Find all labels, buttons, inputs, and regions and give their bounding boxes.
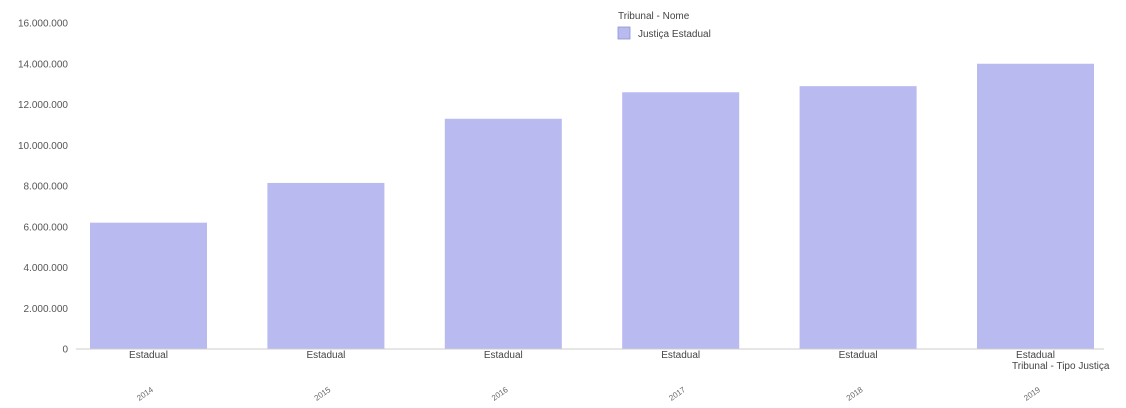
- x-year-label: 2014: [135, 385, 155, 403]
- x-category-label: Estadual: [661, 350, 700, 361]
- y-tick-label: 8.000.000: [24, 182, 69, 193]
- bar[interactable]: [622, 92, 740, 350]
- y-tick-label: 2.000.000: [24, 304, 69, 315]
- y-tick-label: 6.000.000: [24, 222, 69, 233]
- bar[interactable]: [977, 63, 1094, 349]
- x-year-label: 2018: [845, 385, 865, 403]
- legend-swatch[interactable]: [617, 26, 631, 40]
- y-tick-label: 16.000.000: [18, 19, 68, 30]
- y-tick-label: 12.000.000: [18, 100, 68, 111]
- x-category-label: Estadual: [1016, 350, 1055, 361]
- legend-label[interactable]: Justiça Estadual: [638, 29, 711, 40]
- bars: [90, 63, 1094, 350]
- legend: Tribunal - Nome Justiça Estadual: [617, 11, 711, 40]
- x-category-label: Estadual: [839, 350, 878, 361]
- x-year-label: 2015: [313, 385, 333, 403]
- y-tick-label: 4.000.000: [24, 263, 69, 274]
- bar[interactable]: [799, 86, 917, 349]
- y-tick-label: 14.000.000: [18, 59, 68, 70]
- y-tick-label: 0: [62, 345, 68, 356]
- y-axis: 0 2.000.000 4.000.000 6.000.000 8.000.000 10.…: [18, 19, 69, 356]
- legend-title: Tribunal - Nome: [618, 11, 690, 22]
- x-axis-title: Tribunal - Tipo Justiça: [1012, 361, 1110, 372]
- x-category-label: Estadual: [306, 350, 345, 361]
- bar[interactable]: [267, 182, 385, 349]
- bar[interactable]: [444, 118, 562, 349]
- x-category-label: Estadual: [484, 350, 523, 361]
- y-tick-label: 10.000.000: [18, 141, 68, 152]
- bar[interactable]: [90, 222, 207, 349]
- x-year-label: 2016: [490, 385, 510, 403]
- x-year-label: 2019: [1022, 385, 1042, 403]
- x-axis-labels: Estadual 2014 Estadual 2015 Estadual 2016 Esta…: [129, 350, 1055, 403]
- x-year-label: 2017: [667, 385, 687, 403]
- x-category-label: Estadual: [129, 350, 168, 361]
